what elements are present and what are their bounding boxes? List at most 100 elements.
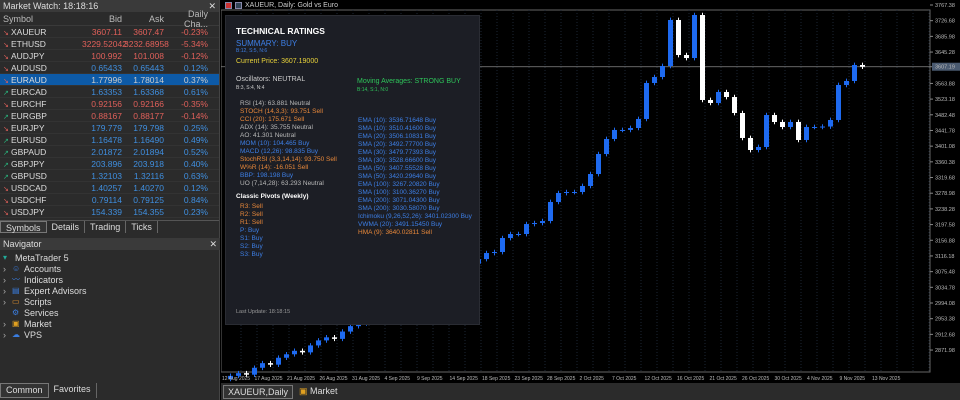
chevron-right-icon[interactable]: ›: [3, 274, 6, 285]
navigator-item-services[interactable]: ⚙ Services: [0, 307, 220, 318]
tab-symbols[interactable]: Symbols: [0, 221, 47, 233]
navigator-item-metatrader-5[interactable]: ▾ MetaTrader 5: [0, 252, 220, 263]
chevron-right-icon[interactable]: ›: [3, 296, 6, 307]
change-cell: 0.12%: [183, 62, 208, 73]
market-watch-row[interactable]: ↘ AUDUSD 0.65433 0.65443 0.12%: [0, 62, 219, 74]
market-watch-row[interactable]: ↗ GBPAUD 2.01872 2.01894 0.52%: [0, 146, 219, 158]
change-cell: 0.12%: [183, 182, 208, 193]
close-icon[interactable]: ✕: [209, 239, 217, 249]
arrow-down-icon: ↘: [3, 29, 9, 37]
bid-cell: 100.992: [91, 50, 122, 61]
column-header-symbol[interactable]: Symbol: [3, 13, 34, 24]
bid-cell: 1.16478: [91, 134, 122, 145]
tab-ticks[interactable]: Ticks: [126, 221, 158, 233]
bid-cell: 0.92156: [91, 98, 122, 109]
candle: [316, 340, 321, 346]
market-watch-row[interactable]: ↘ EURCHF 0.92156 0.92166 -0.35%: [0, 98, 219, 110]
market-watch-row[interactable]: ↗ EURUSD 1.16478 1.16490 0.49%: [0, 134, 219, 146]
market-watch-tabs: Symbols Details Trading Ticks: [0, 220, 219, 233]
moving-average-item: SMA (30): 3528.66600 Buy: [358, 157, 437, 164]
candle: [252, 367, 257, 375]
market-watch-row[interactable]: ↗ EURGBP 0.88167 0.88177 -0.14%: [0, 110, 219, 122]
chart-menu-icon[interactable]: [225, 1, 232, 9]
moving-average-item: SMA (50): 3420.29640 Buy: [358, 173, 437, 180]
column-header-bid[interactable]: Bid: [108, 13, 122, 24]
chart-tab-market[interactable]: ▣ Market: [293, 385, 344, 398]
moving-average-item: VWMA (20): 3491.15450 Buy: [358, 221, 443, 228]
arrow-down-icon: ↘: [3, 41, 9, 49]
navigator-item-vps[interactable]: › ☁ VPS: [0, 329, 220, 340]
pivot-item: R3: Sell: [240, 203, 263, 210]
date-label: 4 Nov 2025: [807, 376, 833, 382]
column-header-change[interactable]: Daily Cha...: [183, 8, 208, 29]
navigator-item-scripts[interactable]: › ▭ Scripts: [0, 296, 220, 307]
arrow-up-icon: ↗: [3, 173, 9, 181]
change-cell: 0.63%: [183, 170, 208, 181]
navigator-item-indicators[interactable]: › 〰 Indicators: [0, 274, 220, 285]
market-watch-row[interactable]: ↘ USDCAD 1.40257 1.40270 0.12%: [0, 182, 219, 194]
market-watch-row[interactable]: ↗ GBPJPY 203.896 203.918 0.40%: [0, 158, 219, 170]
market-watch-row[interactable]: ↘ EURJPY 179.779 179.798 0.25%: [0, 122, 219, 134]
change-cell: -5.34%: [181, 38, 208, 49]
moving-average-item: HMA (9): 3640.02811 Sell: [358, 229, 432, 236]
candle: [772, 115, 777, 122]
symbol-name: USDCAD: [11, 182, 47, 193]
ask-cell: 1.63368: [133, 86, 164, 97]
symbol-name: EURGBP: [11, 110, 47, 121]
date-label: 28 Sep 2025: [547, 376, 576, 382]
market-watch-row[interactable]: ↘ USDCHF 0.79114 0.79125 0.84%: [0, 194, 219, 206]
column-header-ask[interactable]: Ask: [148, 13, 164, 24]
market-watch-row[interactable]: ↗ EURCAD 1.63353 1.63368 0.61%: [0, 86, 219, 98]
chevron-right-icon[interactable]: ›: [3, 263, 6, 274]
symbol-name: XAUEUR: [11, 26, 47, 37]
symbol-name: ETHUSD: [11, 38, 46, 49]
market-watch-row[interactable]: ↘ EURAUD 1.77996 1.78014 0.37%: [0, 74, 219, 86]
market-watch-row[interactable]: ↘ XAUEUR 3607.11 3607.47 -0.23%: [0, 26, 219, 38]
price-label: 3116.18: [935, 254, 954, 260]
candle: [636, 118, 641, 128]
market-watch-row[interactable]: ↘ ETHUSD 3229.52042 3232.68958 -5.34%: [0, 38, 219, 50]
chart-tab-xaueur[interactable]: XAUEUR,Daily: [223, 384, 294, 399]
candle: [724, 92, 729, 98]
tab-trading[interactable]: Trading: [85, 221, 127, 233]
change-cell: 0.61%: [183, 86, 208, 97]
symbol-cell: ↘ XAUEUR: [0, 27, 82, 37]
market-watch-row[interactable]: ↗ GBPUSD 1.32103 1.32116 0.63%: [0, 170, 219, 182]
scripts-icon: ▭: [12, 297, 20, 306]
bid-cell: 203.896: [91, 158, 122, 169]
bid-cell: 1.40257: [91, 182, 122, 193]
date-label: 26 Oct 2025: [742, 376, 769, 382]
left-panel: Market Watch: 18:18:16 ✕ Symbol Bid Ask D…: [0, 0, 220, 400]
arrow-up-icon: ↗: [3, 113, 9, 121]
date-label: 21 Oct 2025: [710, 376, 737, 382]
navigator-item-label: Market: [24, 318, 52, 329]
close-icon[interactable]: ✕: [208, 1, 216, 11]
price-label: 3607.19: [935, 65, 955, 71]
symbol-cell: ↗ GBPAUD: [0, 147, 82, 157]
candle: [804, 126, 809, 140]
navigator-item-accounts[interactable]: › ☺ Accounts: [0, 263, 220, 274]
symbol-name: GBPUSD: [11, 170, 47, 181]
navigator-item-market[interactable]: › ▣ Market: [0, 318, 220, 329]
tab-favorites[interactable]: Favorites: [49, 383, 97, 398]
navigator-title: Navigator: [3, 239, 42, 249]
navigator-item-expert-advisors[interactable]: › ▤ Expert Advisors: [0, 285, 220, 296]
symbol-name: EURJPY: [11, 122, 45, 133]
market-icon: ▣: [299, 386, 308, 396]
symbol-cell: ↘ EURJPY: [0, 123, 82, 133]
chart-tab-label: Market: [310, 386, 338, 396]
tab-details[interactable]: Details: [47, 221, 86, 233]
market-watch-row[interactable]: ↘ USDJPY 154.339 154.355 0.23%: [0, 206, 219, 218]
pivot-item: R1: Sell: [240, 219, 263, 226]
chevron-right-icon[interactable]: ›: [3, 329, 6, 340]
chevron-right-icon[interactable]: ›: [3, 285, 6, 296]
tab-common[interactable]: Common: [0, 383, 49, 398]
symbol-name: GBPAUD: [11, 146, 47, 157]
symbol-name: EURAUD: [11, 74, 47, 85]
date-label: 21 Aug 2025: [287, 376, 315, 382]
chevron-right-icon[interactable]: ›: [3, 318, 6, 329]
pivots-title: Classic Pivots (Weekly): [236, 193, 309, 200]
market-watch-row[interactable]: ↘ AUDJPY 100.992 101.008 -0.12%: [0, 50, 219, 62]
symbol-cell: ↗ EURCAD: [0, 87, 82, 97]
date-label: 18 Sep 2025: [482, 376, 511, 382]
